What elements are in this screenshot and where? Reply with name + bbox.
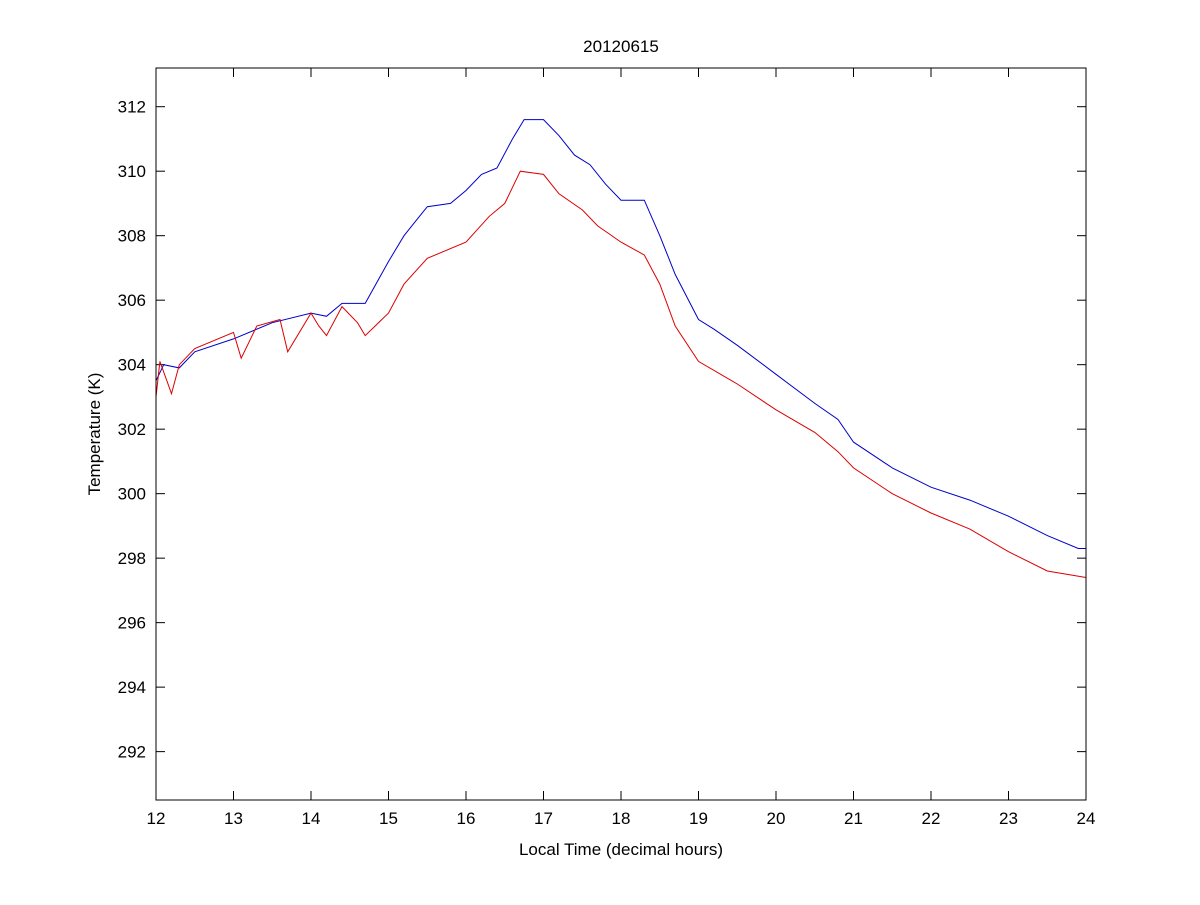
y-tick-label: 304 bbox=[118, 356, 146, 375]
series-line-blue bbox=[155, 119, 1086, 549]
y-axis-label: Temperature (K) bbox=[85, 373, 104, 496]
y-tick-label: 312 bbox=[118, 98, 146, 117]
y-tick-label: 308 bbox=[118, 227, 146, 246]
x-tick-label: 21 bbox=[844, 809, 863, 828]
x-axis-label: Local Time (decimal hours) bbox=[519, 840, 723, 859]
y-tick-label: 298 bbox=[118, 549, 146, 568]
x-tick-label: 13 bbox=[224, 809, 243, 828]
y-tick-label: 300 bbox=[118, 485, 146, 504]
x-tick-label: 17 bbox=[534, 809, 553, 828]
x-tick-label: 24 bbox=[1077, 809, 1096, 828]
y-tick-label: 296 bbox=[118, 614, 146, 633]
y-tick-label: 306 bbox=[118, 291, 146, 310]
x-tick-label: 14 bbox=[302, 809, 321, 828]
x-tick-label: 22 bbox=[922, 809, 941, 828]
y-tick-label: 292 bbox=[118, 743, 146, 762]
x-tick-label: 18 bbox=[612, 809, 631, 828]
x-tick-label: 19 bbox=[689, 809, 708, 828]
x-tick-label: 20 bbox=[767, 809, 786, 828]
series-line-red bbox=[155, 170, 1087, 578]
x-tick-label: 12 bbox=[147, 809, 166, 828]
x-tick-label: 23 bbox=[999, 809, 1018, 828]
chart-title: 20120615 bbox=[583, 37, 659, 56]
x-tick-label: 15 bbox=[379, 809, 398, 828]
x-tick-label: 16 bbox=[457, 809, 476, 828]
y-tick-label: 302 bbox=[118, 420, 146, 439]
y-tick-label: 310 bbox=[118, 162, 146, 181]
plot-area-box bbox=[155, 67, 1087, 801]
y-tick-label: 294 bbox=[118, 678, 146, 697]
